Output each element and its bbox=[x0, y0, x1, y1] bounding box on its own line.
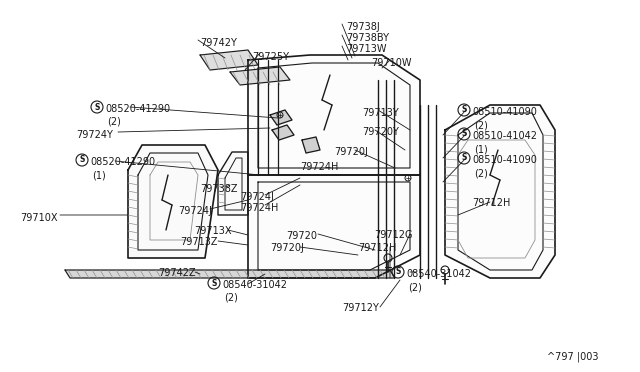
Text: 79712H: 79712H bbox=[472, 198, 510, 208]
Text: S: S bbox=[94, 103, 100, 112]
Text: 79712H: 79712H bbox=[358, 243, 396, 253]
Text: 79742Y: 79742Y bbox=[200, 38, 237, 48]
Text: 79720J: 79720J bbox=[334, 147, 368, 157]
Text: 79712Y: 79712Y bbox=[342, 303, 379, 313]
Text: 79725Y: 79725Y bbox=[252, 52, 289, 62]
Text: 08520-41290: 08520-41290 bbox=[105, 104, 170, 114]
Polygon shape bbox=[248, 175, 420, 278]
Text: (1): (1) bbox=[474, 144, 488, 154]
Text: (2): (2) bbox=[474, 168, 488, 178]
Text: 08520-41290: 08520-41290 bbox=[90, 157, 155, 167]
Polygon shape bbox=[200, 50, 258, 70]
Polygon shape bbox=[128, 145, 218, 258]
Text: 79742Z: 79742Z bbox=[158, 268, 196, 278]
Polygon shape bbox=[65, 270, 395, 278]
Text: 79724J: 79724J bbox=[178, 206, 212, 216]
Text: (2): (2) bbox=[474, 120, 488, 130]
Text: 79713Y: 79713Y bbox=[362, 108, 399, 118]
Polygon shape bbox=[230, 67, 290, 85]
Text: 79713W: 79713W bbox=[346, 44, 387, 54]
Text: 79724Y: 79724Y bbox=[76, 130, 113, 140]
Text: 79738Z: 79738Z bbox=[200, 184, 237, 194]
Text: S: S bbox=[461, 154, 467, 163]
Text: 79720: 79720 bbox=[286, 231, 317, 241]
Text: (2): (2) bbox=[224, 293, 238, 303]
Text: 79710W: 79710W bbox=[371, 58, 412, 68]
Text: 79724H: 79724H bbox=[300, 162, 339, 172]
Text: 08540-31042: 08540-31042 bbox=[222, 280, 287, 290]
Polygon shape bbox=[302, 137, 320, 153]
Text: 08510-41090: 08510-41090 bbox=[472, 155, 537, 165]
Polygon shape bbox=[270, 110, 292, 125]
Text: ^797 |003: ^797 |003 bbox=[547, 352, 598, 362]
Text: 79738BY: 79738BY bbox=[346, 33, 389, 43]
Text: 08510-41090: 08510-41090 bbox=[472, 107, 537, 117]
Polygon shape bbox=[445, 105, 555, 278]
Text: 79713Z: 79713Z bbox=[180, 237, 218, 247]
Text: S: S bbox=[461, 129, 467, 138]
Text: (2): (2) bbox=[107, 117, 121, 127]
Polygon shape bbox=[248, 55, 420, 175]
Text: (2): (2) bbox=[408, 282, 422, 292]
Text: 79738J: 79738J bbox=[346, 22, 380, 32]
Text: S: S bbox=[211, 279, 217, 288]
Text: 08510-41042: 08510-41042 bbox=[472, 131, 537, 141]
Text: (1): (1) bbox=[92, 170, 106, 180]
Text: 79720J: 79720J bbox=[270, 243, 304, 253]
Text: 79710X: 79710X bbox=[20, 213, 58, 223]
Polygon shape bbox=[218, 152, 248, 215]
Text: S: S bbox=[79, 155, 84, 164]
Text: S: S bbox=[396, 267, 401, 276]
Text: 79720Y: 79720Y bbox=[362, 127, 399, 137]
Polygon shape bbox=[272, 125, 294, 140]
Text: S: S bbox=[461, 106, 467, 115]
Text: 79724J: 79724J bbox=[240, 192, 274, 202]
Text: 79712G: 79712G bbox=[374, 230, 413, 240]
Text: 79713X: 79713X bbox=[194, 226, 232, 236]
Text: 08540-31042: 08540-31042 bbox=[406, 269, 471, 279]
Text: 79724H: 79724H bbox=[240, 203, 278, 213]
